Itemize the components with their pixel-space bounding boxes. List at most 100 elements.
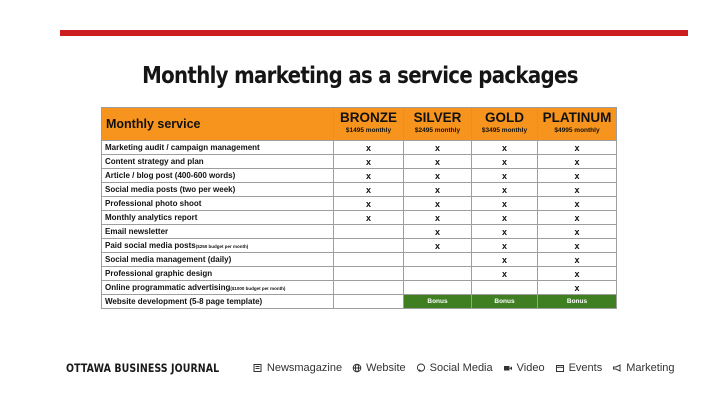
- service-name: Content strategy and plan: [101, 154, 334, 169]
- table-row: Professional graphic design x x: [101, 266, 617, 281]
- brand-logo: OTTAWA BUSINESS JOURNAL: [66, 361, 220, 375]
- included-cell: x: [333, 140, 404, 155]
- service-label: Article / blog post (400-600 words): [105, 171, 236, 180]
- table-row: Content strategy and plan x x x x: [101, 154, 617, 169]
- included-cell: x: [537, 280, 617, 295]
- included-cell: [333, 294, 404, 309]
- included-cell: [471, 280, 538, 295]
- service-note: ($1000 budget per month): [230, 286, 286, 291]
- table-row: Online programmatic advertising($1000 bu…: [101, 280, 617, 295]
- service-label: Professional graphic design: [105, 269, 213, 278]
- video-icon: [503, 363, 513, 373]
- included-cell: x: [403, 182, 472, 197]
- service-name: Email newsletter: [101, 224, 334, 239]
- included-cell: x: [333, 210, 404, 225]
- service-column-header: Monthly service: [101, 107, 334, 141]
- footer-link-label: Video: [516, 362, 545, 374]
- table-row: Email newsletter x x x: [101, 224, 617, 239]
- included-cell: x: [333, 154, 404, 169]
- included-cell: [403, 252, 472, 267]
- newspaper-icon: [253, 363, 263, 373]
- service-label: Paid social media posts: [105, 241, 196, 250]
- included-cell: x: [403, 154, 472, 169]
- footer-link-newsmagazine[interactable]: Newsmagazine: [253, 362, 342, 374]
- footer-link-video[interactable]: Video: [503, 362, 545, 374]
- bonus-cell: Bonus: [403, 294, 472, 309]
- table-row: Social media posts (two per week) x x x x: [101, 182, 617, 197]
- included-cell: x: [537, 182, 617, 197]
- included-cell: [333, 224, 404, 239]
- footer-link-marketing[interactable]: Marketing: [612, 362, 675, 374]
- table-header-row: Monthly service BRONZE $1495 monthly SIL…: [101, 107, 617, 141]
- service-name: Paid social media posts($250 budget per …: [101, 238, 334, 253]
- footer-link-social-media[interactable]: Social Media: [416, 362, 493, 374]
- bonus-cell: Bonus: [471, 294, 538, 309]
- tier-header-platinum: PLATINUM $4995 monthly: [537, 107, 617, 141]
- included-cell: x: [471, 210, 538, 225]
- service-name: Article / blog post (400-600 words): [101, 168, 334, 183]
- tier-header-silver: SILVER $2495 monthly: [403, 107, 472, 141]
- included-cell: x: [537, 168, 617, 183]
- included-cell: x: [537, 140, 617, 155]
- included-cell: x: [537, 154, 617, 169]
- included-cell: x: [471, 154, 538, 169]
- included-cell: x: [403, 140, 472, 155]
- tier-price: $3495 monthly: [481, 127, 528, 134]
- table-row: Website development (5-8 page template) B…: [101, 294, 617, 309]
- table-row: Professional photo shoot x x x x: [101, 196, 617, 211]
- service-label: Monthly analytics report: [105, 213, 198, 222]
- included-cell: [403, 266, 472, 281]
- included-cell: x: [333, 182, 404, 197]
- service-name: Professional graphic design: [101, 266, 334, 281]
- included-cell: [333, 266, 404, 281]
- footer-link-events[interactable]: Events: [555, 362, 602, 374]
- globe-icon: [352, 363, 362, 373]
- service-label: Marketing audit / campaign management: [105, 143, 260, 152]
- footer-link-label: Newsmagazine: [266, 362, 343, 374]
- included-cell: x: [537, 252, 617, 267]
- included-cell: [333, 238, 404, 253]
- included-cell: x: [537, 196, 617, 211]
- tier-price: $4995 monthly: [554, 127, 600, 134]
- tier-name: SILVER: [413, 110, 462, 125]
- included-cell: [333, 252, 404, 267]
- tier-price: $2495 monthly: [414, 127, 461, 134]
- packages-table: Monthly service BRONZE $1495 monthly SIL…: [101, 107, 617, 309]
- included-cell: x: [471, 266, 538, 281]
- footer-link-website[interactable]: Website: [352, 362, 406, 374]
- chat-icon: [416, 363, 426, 373]
- tier-name: GOLD: [485, 110, 524, 125]
- included-cell: [403, 280, 472, 295]
- service-name: Website development (5-8 page template): [101, 294, 334, 309]
- tier-header-bronze: BRONZE $1495 monthly: [333, 107, 404, 141]
- service-label: Online programmatic advertising: [105, 283, 231, 292]
- included-cell: [333, 280, 404, 295]
- service-name: Online programmatic advertising($1000 bu…: [101, 280, 334, 295]
- included-cell: x: [471, 238, 538, 253]
- table-row: Monthly analytics report x x x x: [101, 210, 617, 225]
- included-cell: x: [403, 224, 472, 239]
- tier-price: $1495 monthly: [345, 127, 392, 134]
- table-row: Paid social media posts($250 budget per …: [101, 238, 617, 253]
- service-label: Social media posts (two per week): [105, 185, 236, 194]
- included-cell: x: [537, 224, 617, 239]
- calendar-icon: [555, 363, 565, 373]
- included-cell: x: [403, 238, 472, 253]
- table-row: Marketing audit / campaign management x x x…: [101, 140, 617, 155]
- included-cell: x: [333, 196, 404, 211]
- footer-bar: OTTAWA BUSINESS JOURNAL Newsmagazine Web…: [66, 360, 676, 376]
- service-label: Social media management (daily): [105, 255, 232, 264]
- megaphone-icon: [612, 363, 622, 373]
- service-label: Website development (5-8 page template): [105, 297, 263, 306]
- footer-link-label: Marketing: [626, 362, 675, 374]
- included-cell: x: [403, 196, 472, 211]
- tier-name: BRONZE: [340, 110, 397, 125]
- footer-link-label: Social Media: [429, 362, 493, 374]
- included-cell: x: [537, 210, 617, 225]
- tier-header-gold: GOLD $3495 monthly: [471, 107, 538, 141]
- service-name: Social media management (daily): [101, 252, 334, 267]
- service-label: Professional photo shoot: [105, 199, 202, 208]
- included-cell: x: [333, 168, 404, 183]
- included-cell: x: [471, 224, 538, 239]
- slide-title: Monthly marketing as a service packages: [142, 63, 578, 89]
